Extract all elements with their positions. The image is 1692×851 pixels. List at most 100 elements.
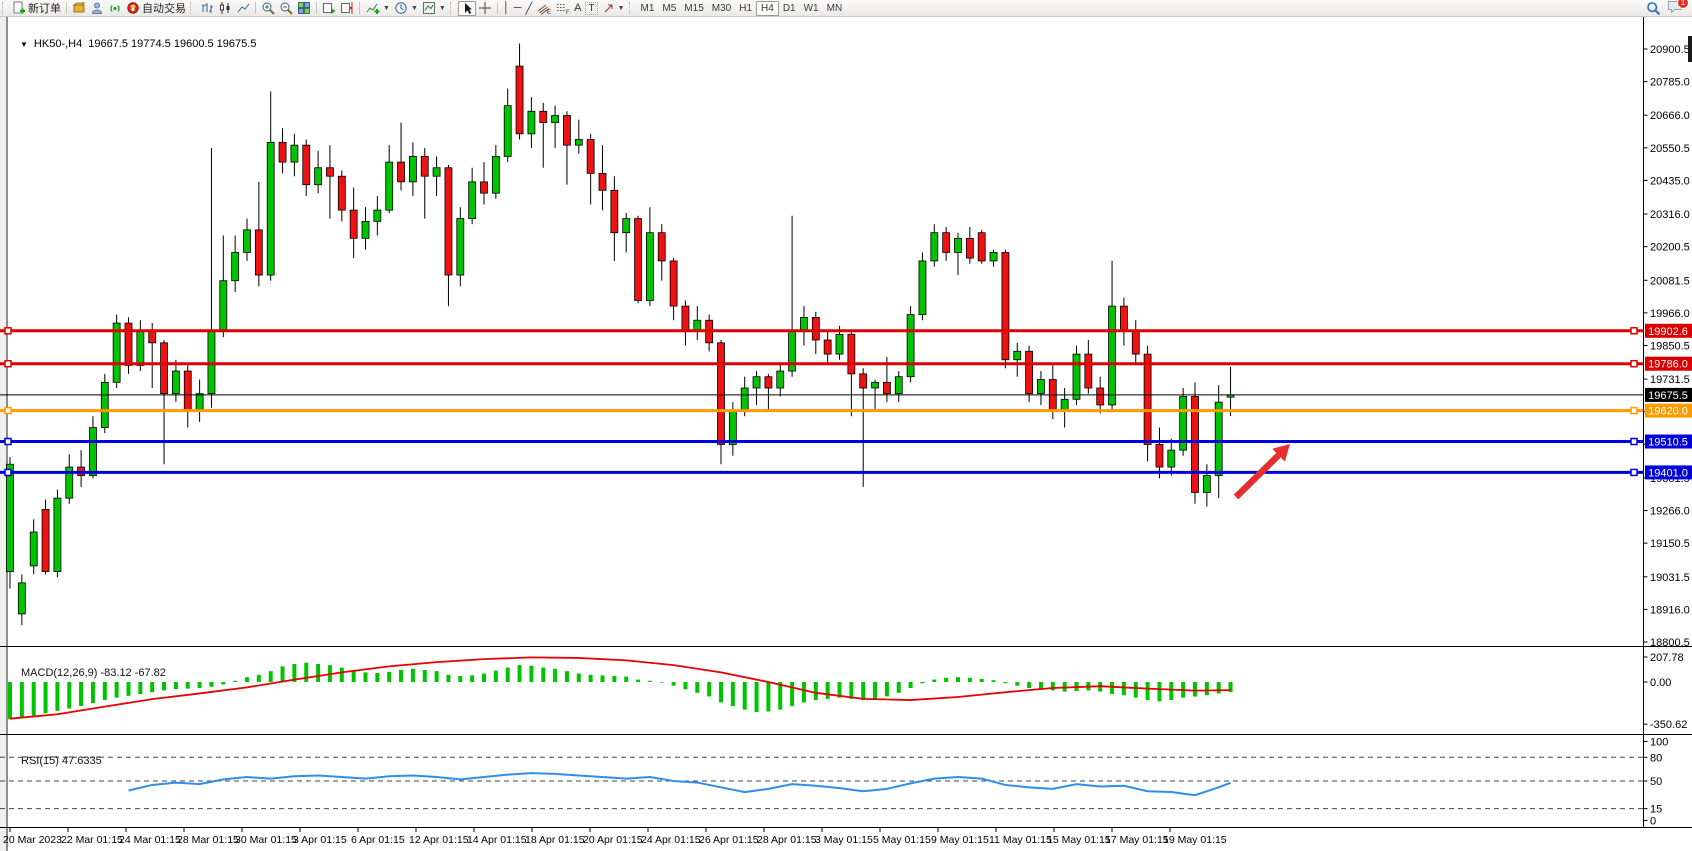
price-line-badge-label: 19401.0 (1648, 467, 1688, 479)
scrollbar-thumb[interactable] (1688, 36, 1692, 62)
price-tick-label: 20435.0 (1650, 175, 1690, 187)
candle-bear (124, 322, 133, 366)
tf-w1[interactable]: W1 (803, 2, 819, 14)
candle-bear (883, 381, 891, 395)
tf-h1[interactable]: H1 (739, 2, 753, 14)
tf-m1[interactable]: M1 (640, 2, 655, 14)
candle-bear (586, 139, 595, 174)
tf-m30[interactable]: M30 (711, 2, 732, 14)
arrows-dropdown-arrow[interactable]: ▼ (617, 4, 625, 12)
line-chart-button[interactable] (234, 1, 252, 16)
new-order-icon (13, 1, 25, 14)
text-label-tool[interactable]: T (583, 1, 599, 16)
hline-handle[interactable] (1630, 437, 1638, 446)
candle-bull (456, 218, 465, 276)
candle-bull (65, 466, 74, 499)
one-click-trading-arrow[interactable]: ▼ (20, 39, 28, 49)
signals-button[interactable] (106, 1, 124, 16)
price-tick-label: 20785.0 (1650, 77, 1690, 89)
vertical-line-tool[interactable]: │ (501, 1, 512, 16)
candle-bull (752, 376, 761, 389)
tf-d1[interactable]: D1 (782, 2, 796, 14)
hline-handle[interactable] (4, 437, 12, 446)
arrow-objects-tool[interactable]: ▼ (600, 1, 627, 16)
periods-button[interactable]: ▼ (392, 1, 420, 16)
tf-mn[interactable]: MN (826, 2, 843, 14)
time-tick-label: 24 Apr 01:15 (641, 834, 701, 846)
price-tick-label: 20081.5 (1650, 275, 1690, 287)
line-chart-icon (237, 3, 250, 13)
autotrade-button[interactable]: 自动交易 (124, 1, 188, 16)
symbol-period-label: HK50-,H4 (33, 38, 83, 50)
zoom-out-button[interactable] (277, 1, 295, 16)
search-icon[interactable] (1646, 1, 1661, 16)
hline-handle[interactable] (1630, 406, 1638, 415)
text-tool[interactable]: A (572, 1, 583, 16)
bar-chart-button[interactable] (198, 1, 216, 16)
tf-h4[interactable]: H4 (756, 0, 779, 16)
candle-bear (1191, 396, 1199, 493)
candle-bull (776, 370, 785, 389)
candle-bear (657, 232, 666, 262)
candle-bull (29, 531, 38, 567)
candle-bull (646, 232, 654, 301)
candle-bear (160, 342, 168, 395)
macd-pane[interactable]: 207.78 0.00 -350.62 (0, 647, 1692, 735)
time-tick-label: 15 May 01:15 (1047, 834, 1111, 846)
tf-m15[interactable]: M15 (684, 2, 704, 14)
arrow-annotation-head[interactable] (1272, 444, 1290, 462)
candle-bear (302, 144, 311, 186)
indicators-dropdown-arrow[interactable]: ▼ (383, 4, 390, 12)
chart-window: ▼ HK50-,H4 19667.5 19774.5 19600.5 19675… (6, 17, 1692, 851)
candle-bear (515, 65, 524, 135)
hline-handle[interactable] (1630, 359, 1638, 368)
candle-bull (171, 370, 180, 395)
arrow-annotation-shaft[interactable] (1233, 452, 1281, 500)
indicators-button[interactable]: ▼ (363, 1, 392, 16)
fibonacci-channel-tool[interactable]: E (534, 1, 553, 16)
zoom-in-icon (262, 2, 275, 15)
candle-bull (1037, 379, 1045, 395)
auto-scroll-button[interactable] (320, 1, 338, 16)
horizontal-line-tool[interactable]: ─ (512, 1, 524, 16)
rsi-pane[interactable]: 100 80 50 150 (0, 735, 1692, 828)
fibonacci-retracement-tool[interactable]: F (553, 1, 572, 16)
chat-button[interactable]: 1 (1667, 0, 1689, 17)
hline-handle[interactable] (1630, 327, 1638, 335)
candle-bull (231, 252, 240, 282)
crosshair-tool-button[interactable] (476, 1, 494, 16)
price-tick-label: 20900.5 (1650, 44, 1690, 56)
templates-dropdown-arrow[interactable]: ▼ (438, 4, 446, 12)
vertical-line-icon: │ (502, 2, 510, 14)
horizontal-line-icon: ─ (513, 2, 522, 14)
candle-bear (764, 376, 773, 389)
price-tick-label: 19031.5 (1650, 572, 1690, 584)
candle-bear (539, 110, 548, 123)
navigator-button[interactable] (88, 1, 106, 16)
price-chart-pane[interactable]: 20900.5 20785.0 20666.0 20550.5 20435.0 20316… (0, 17, 1692, 647)
cursor-tool-button[interactable] (457, 0, 476, 16)
time-tick-label: 24 Mar 01:15 (119, 834, 181, 846)
candle-bull (361, 220, 370, 239)
hline-handle[interactable] (4, 468, 12, 477)
market-watch-button[interactable] (70, 1, 88, 16)
time-tick-label: 28 Apr 01:15 (757, 834, 817, 846)
hline-handle[interactable] (4, 406, 12, 415)
hline-handle[interactable] (1630, 468, 1638, 477)
trendline-tool[interactable]: ╱ (523, 1, 534, 16)
new-order-button[interactable]: 新订单 (10, 1, 63, 16)
templates-button[interactable]: ▼ (420, 1, 448, 16)
tile-windows-button[interactable] (295, 1, 313, 16)
macd-tick-label: 0.00 (1650, 677, 1671, 689)
tf-m5[interactable]: M5 (662, 2, 677, 14)
candlestick-chart-button[interactable] (216, 1, 234, 16)
periods-dropdown-arrow[interactable]: ▼ (410, 4, 418, 12)
candle-bull (574, 139, 583, 146)
zoom-in-button[interactable] (259, 1, 277, 16)
hline-handle[interactable] (4, 359, 12, 368)
chart-shift-button[interactable] (338, 1, 356, 16)
hline-handle[interactable] (4, 327, 12, 335)
rsi-pane-label: RSI(15) 47.6335 (21, 755, 102, 767)
candle-bull (1108, 305, 1116, 406)
